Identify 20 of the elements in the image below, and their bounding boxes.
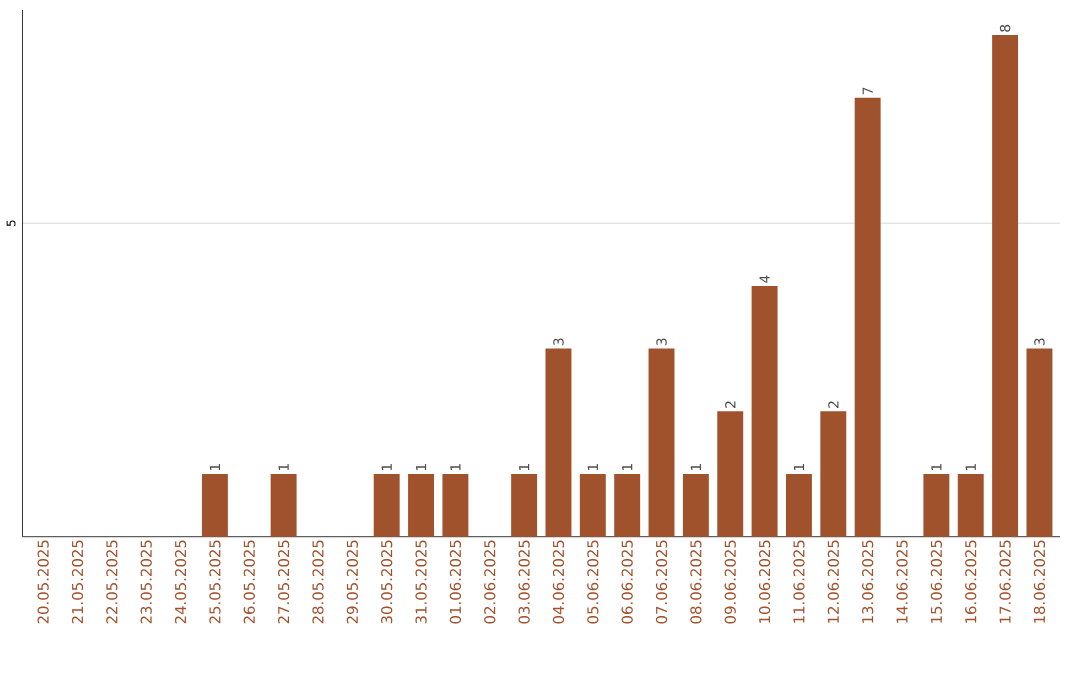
bar [1026, 348, 1053, 537]
bar [408, 473, 435, 537]
bar [957, 473, 984, 537]
bar [648, 348, 675, 537]
bar [511, 473, 538, 537]
bar [579, 473, 606, 537]
bar [751, 285, 778, 537]
bar [270, 473, 297, 537]
bar [442, 473, 469, 537]
bar [854, 97, 881, 537]
bar [717, 411, 744, 537]
bar [820, 411, 847, 537]
bar [545, 348, 572, 537]
bar [785, 473, 812, 537]
bar [682, 473, 709, 537]
bar [614, 473, 641, 537]
bar [992, 34, 1019, 537]
bar [201, 473, 228, 537]
bar [373, 473, 400, 537]
bar [923, 473, 950, 537]
